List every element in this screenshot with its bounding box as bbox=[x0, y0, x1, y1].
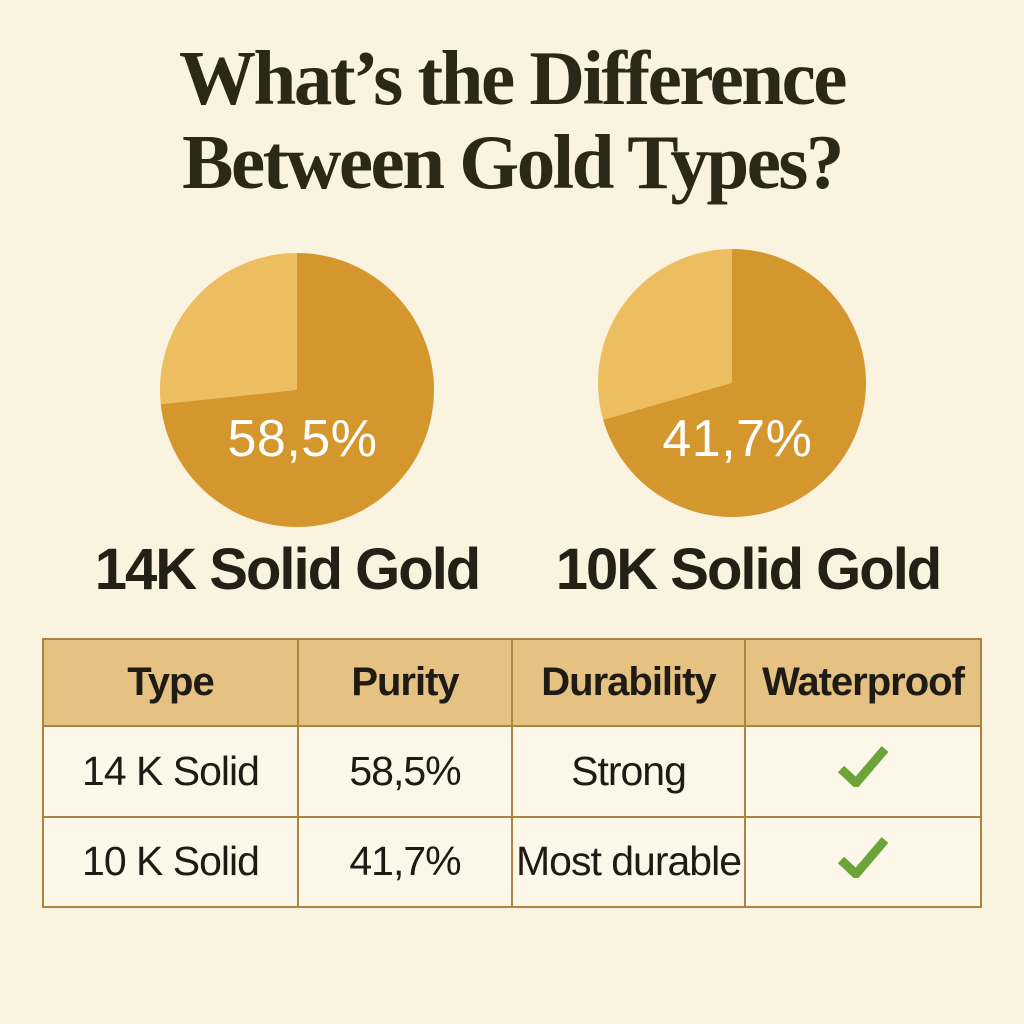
page-title: What’s the Difference Between Gold Types… bbox=[0, 36, 1024, 204]
pie-chart-10k-gold: 41,7% bbox=[598, 249, 866, 517]
pie-chart-14k-gold: 58,5% bbox=[160, 253, 434, 527]
table-row-10k: 10 K Solid 41,7% Most durable bbox=[42, 815, 982, 908]
pie-caption-14k: 14K Solid Gold bbox=[94, 537, 482, 602]
cell-purity-14k: 58,5% bbox=[297, 725, 513, 818]
cell-durability-10k: Most durable bbox=[511, 815, 746, 908]
checkmark-icon bbox=[837, 745, 889, 788]
table-header-row: Type Purity Durability Waterproof bbox=[42, 638, 982, 727]
table-body: 14 K Solid 58,5% Strong 10 K Solid 41,7%… bbox=[42, 725, 982, 908]
column-header-type: Type bbox=[42, 638, 299, 727]
comparison-table: Type Purity Durability Waterproof 14 K S… bbox=[42, 638, 982, 908]
cell-durability-14k: Strong bbox=[511, 725, 746, 818]
cell-purity-10k: 41,7% bbox=[297, 815, 513, 908]
page-title-line-1: What’s the Difference bbox=[179, 35, 847, 121]
cell-waterproof-14k bbox=[744, 725, 982, 818]
column-header-waterproof: Waterproof bbox=[744, 638, 982, 727]
table-row-14k: 14 K Solid 58,5% Strong bbox=[42, 725, 982, 818]
cell-type-10k: 10 K Solid bbox=[42, 815, 299, 908]
cell-waterproof-10k bbox=[744, 815, 982, 908]
pie-value-label-10k: 41,7% bbox=[662, 410, 813, 469]
table-header: Type Purity Durability Waterproof bbox=[42, 638, 982, 727]
cell-type-14k: 14 K Solid bbox=[42, 725, 299, 818]
column-header-durability: Durability bbox=[511, 638, 746, 727]
pie-caption-10k: 10K Solid Gold bbox=[555, 537, 943, 602]
column-header-purity: Purity bbox=[297, 638, 513, 727]
page-title-line-2: Between Gold Types? bbox=[182, 119, 844, 205]
pie-value-label-14k: 58,5% bbox=[227, 410, 378, 469]
checkmark-icon bbox=[837, 836, 889, 878]
